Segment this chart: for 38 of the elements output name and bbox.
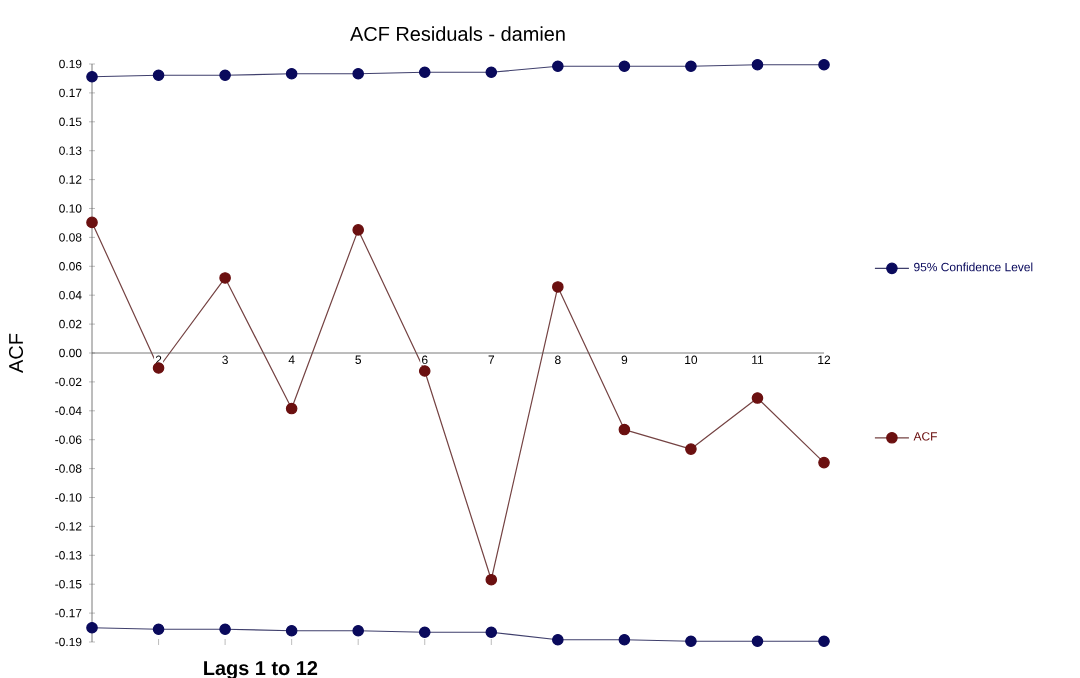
point xyxy=(418,626,431,639)
point xyxy=(152,69,165,82)
point xyxy=(618,60,631,73)
point xyxy=(818,635,830,648)
point xyxy=(152,362,165,374)
point xyxy=(685,60,697,73)
chart-title: ACF Residuals - damien xyxy=(350,26,565,41)
point xyxy=(352,224,364,236)
point xyxy=(86,70,98,83)
point xyxy=(86,216,98,229)
point xyxy=(219,272,231,284)
point xyxy=(352,67,364,80)
point xyxy=(685,443,697,455)
point xyxy=(618,633,631,646)
y-axis-title: ACF xyxy=(8,333,24,373)
point xyxy=(219,623,231,636)
point xyxy=(485,66,498,79)
point xyxy=(418,365,431,377)
point xyxy=(418,66,431,79)
point xyxy=(485,626,498,639)
point xyxy=(219,69,231,82)
point xyxy=(552,281,564,293)
point xyxy=(818,456,830,469)
point xyxy=(818,58,830,71)
point xyxy=(751,635,764,648)
point xyxy=(86,621,98,634)
point xyxy=(285,67,298,80)
point xyxy=(285,624,298,637)
point xyxy=(552,60,564,73)
point xyxy=(552,633,564,646)
point xyxy=(285,402,298,415)
point xyxy=(618,423,631,436)
point xyxy=(352,624,364,637)
point xyxy=(485,573,498,586)
point xyxy=(751,58,764,71)
point xyxy=(751,392,764,404)
point xyxy=(152,623,165,636)
point xyxy=(685,635,697,648)
